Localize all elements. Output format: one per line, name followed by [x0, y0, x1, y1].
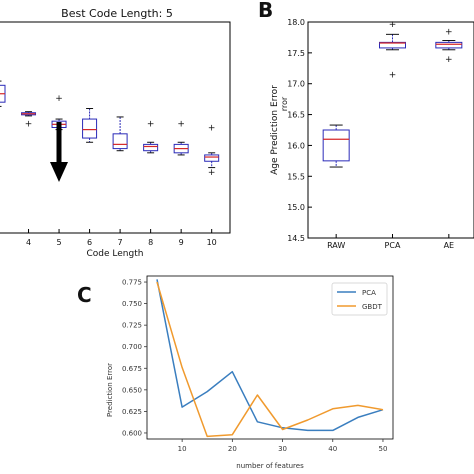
- panel-b-ytick-label-17.5: 17.5: [287, 49, 305, 58]
- panel-a-xtick-label-5: 5: [57, 238, 62, 247]
- panel-b-ytick-label-17.0: 17.0: [287, 80, 305, 89]
- panel-c-ytick-label-0.725: 0.725: [122, 322, 142, 330]
- panel-c-line-gbdt: [156, 281, 384, 438]
- panel-a-xlabel: Code Length: [87, 249, 144, 259]
- panel-a-box-10-flier-1: +: [208, 168, 216, 178]
- panel-c-ytick-label-0.675: 0.675: [122, 365, 142, 373]
- panel-a-box-10-flier-0: +: [208, 124, 216, 134]
- panel-c-xtick-label-50: 50: [378, 445, 387, 453]
- panel-b-ticks: 14.5 15.0 15.5 16.0 16.5 17.0 17.5 18.0 RAW PCA AE: [287, 18, 454, 250]
- panel-a-box-7-iqr: [112, 133, 128, 150]
- panel-a-x-ticks: 4 5 6 7 8 9 10: [26, 229, 217, 247]
- panel-b-box-2-flier-0: +: [389, 20, 397, 30]
- panel-c-axes-frame: [146, 275, 394, 440]
- panel-b-ytick-label-16.0: 16.0: [287, 141, 305, 150]
- panel-a-axes-frame: [0, 21, 231, 234]
- panel-c-ytick-label-0.700: 0.700: [122, 343, 142, 351]
- legend-pca-label: PCA: [362, 289, 376, 297]
- panel-c-xtick-label-30: 30: [278, 445, 287, 453]
- panel-c-line-pca: [156, 279, 384, 432]
- panel-c-xtick-label-40: 40: [328, 445, 337, 453]
- panel-b-age-error-boxplot: B + + + + 14.5 15.0 15.5 16.0 16.5 17.0 17.5 18.0 R…: [258, 0, 474, 250]
- panel-a-title: Best Code Length: 5: [61, 7, 173, 20]
- panel-b-xtick-label-PCA: PCA: [385, 241, 401, 250]
- panel-c-ytick-label-0.625: 0.625: [122, 408, 142, 416]
- panel-b-axes-frame: [307, 21, 474, 239]
- panel-a-xtick-label-10: 10: [207, 238, 217, 247]
- panel-b-box-3-flier-0: +: [445, 27, 453, 37]
- panel-b-xtick-label-AE: AE: [444, 241, 455, 250]
- panel-b-ytick-label-14.5: 14.5: [287, 234, 305, 243]
- panel-b-box-3-iqr: [435, 41, 463, 49]
- panel-b-ytick-label-18.0: 18.0: [287, 18, 305, 27]
- panel-label-c: C: [77, 283, 92, 307]
- panel-b-box-2-iqr: [379, 41, 406, 49]
- panel-b-ytick-label-15.0: 15.0: [287, 203, 305, 212]
- panel-a-box-10-iqr: [204, 154, 220, 162]
- panel-b-marks: + + + +: [322, 20, 463, 168]
- panel-c-xlabel: number of features: [236, 462, 304, 470]
- panel-a-box-4-flier-0: +: [25, 119, 33, 129]
- panel-b-ytick-label-16.5: 16.5: [287, 111, 305, 120]
- panel-a-box-5-flier-0: +: [55, 94, 63, 104]
- panel-b-xtick-label-RAW: RAW: [327, 241, 345, 250]
- panel-a-code-length-boxplot: Best Code Length: 5 + + + + + + 4 5 6 7 8 9 10 Code…: [0, 7, 231, 259]
- panel-c-ytick-label-0.600: 0.600: [122, 429, 142, 437]
- panel-c-series: [156, 279, 384, 438]
- panel-b-ytick-label-15.5: 15.5: [287, 172, 305, 181]
- panel-a-xtick-label-6: 6: [87, 238, 92, 247]
- panel-a-xtick-label-4: 4: [26, 238, 31, 247]
- panel-a-xtick-label-8: 8: [148, 238, 153, 247]
- panel-b-ylabel-fragment: rror: [280, 96, 289, 111]
- panel-c-ytick-label-0.750: 0.750: [122, 300, 142, 308]
- panel-c-legend: PCA GBDT: [331, 282, 388, 316]
- panel-b-box-3-flier-1: +: [445, 55, 453, 65]
- panel-a-xtick-label-9: 9: [179, 238, 184, 247]
- panel-a-box-9-flier-0: +: [177, 119, 185, 129]
- panel-a-marks: + + + + + +: [0, 80, 220, 178]
- panel-c-ylabel: Prediction Error: [106, 363, 114, 417]
- panel-c-ytick-label-0.650: 0.650: [122, 386, 142, 394]
- panel-b-box-2-flier-1: +: [389, 70, 397, 80]
- panel-c-xtick-label-10: 10: [178, 445, 187, 453]
- panel-a-box-6-iqr: [82, 118, 98, 139]
- panel-a-box-8-iqr: [143, 143, 159, 152]
- panel-c-xtick-label-20: 20: [228, 445, 237, 453]
- panel-c-ticks: 0.600 0.625 0.650 0.675 0.700 0.725 0.750 0.775…: [122, 279, 387, 453]
- panel-c-ytick-label-0.775: 0.775: [122, 279, 142, 287]
- panel-b-ylabel: Age Prediction Error: [270, 85, 280, 175]
- panel-a-box-8-flier-0: +: [147, 119, 155, 129]
- panel-a-xtick-label-7: 7: [118, 238, 123, 247]
- panel-b-box-1-iqr: [322, 129, 350, 162]
- panel-c-prediction-error-lines: C 0.600 0.625 0.650 0.675 0.700 0.725 0.750 0.7…: [77, 275, 394, 470]
- panel-label-b: B: [258, 0, 273, 22]
- panel-a-arrow-annotation: [50, 122, 68, 182]
- legend-gbdt-label: GBDT: [362, 303, 383, 311]
